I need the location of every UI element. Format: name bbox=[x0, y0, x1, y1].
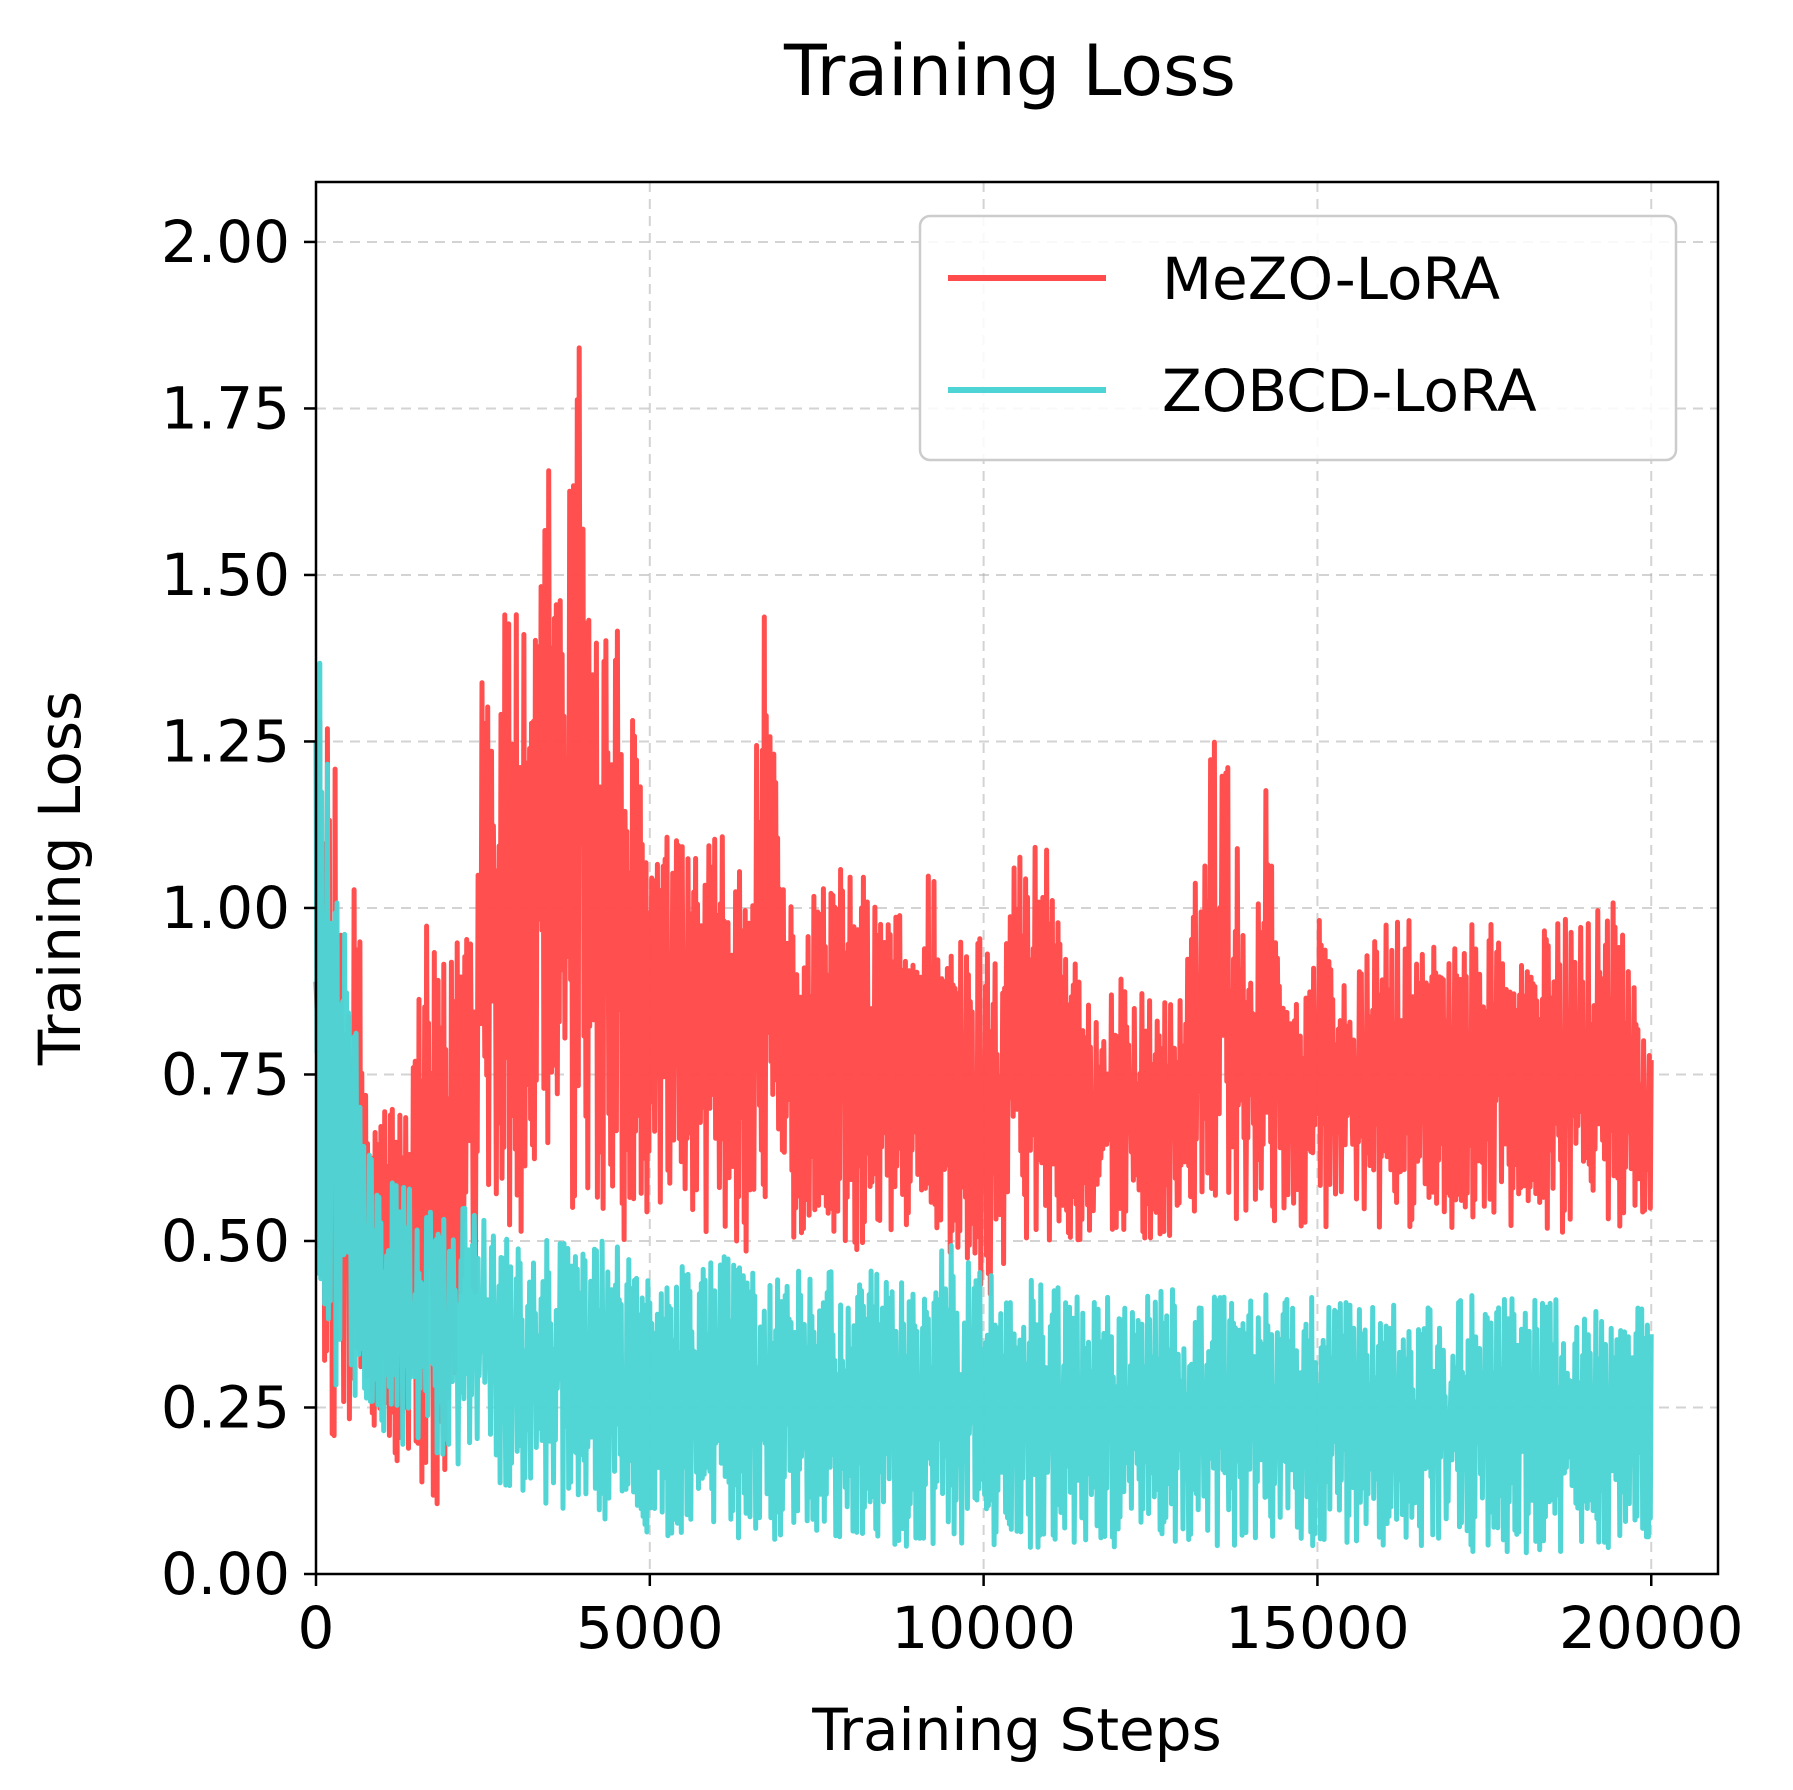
legend-box bbox=[918, 214, 1678, 462]
y-tick-label: 2.00 bbox=[161, 208, 290, 276]
y-tick-label: 0.50 bbox=[161, 1207, 290, 1275]
series-line-zobcd bbox=[313, 660, 1654, 1556]
y-tick-label: 0.75 bbox=[161, 1040, 290, 1108]
y-tick-label: 1.50 bbox=[161, 541, 290, 609]
y-tick-label: 1.75 bbox=[161, 374, 290, 442]
legend: MeZO-LoRA ZOBCD-LoRA bbox=[918, 214, 1678, 462]
x-tick-label: 15000 bbox=[1225, 1594, 1410, 1662]
legend-label-mezo: MeZO-LoRA bbox=[1162, 245, 1500, 313]
y-tick-label: 1.00 bbox=[161, 874, 290, 942]
y-tick-label: 1.25 bbox=[161, 707, 290, 775]
legend-label-zobcd: ZOBCD-LoRA bbox=[1162, 357, 1537, 425]
x-tick-label: 0 bbox=[298, 1594, 335, 1662]
y-axis-ticks: 0.00 0.25 0.50 0.75 1.00 1.25 1.50 1.75 2.00 bbox=[161, 208, 316, 1608]
y-tick-label: 0.25 bbox=[161, 1373, 290, 1441]
x-tick-label: 10000 bbox=[891, 1594, 1076, 1662]
y-axis-title: Training Loss bbox=[26, 691, 94, 1067]
chart-title: Training Loss bbox=[783, 30, 1236, 112]
x-axis-ticks: 0 5000 10000 15000 20000 bbox=[298, 1574, 1744, 1662]
x-tick-label: 20000 bbox=[1559, 1594, 1744, 1662]
x-axis-title: Training Steps bbox=[811, 1696, 1222, 1764]
series-layer bbox=[313, 345, 1654, 1556]
plot-frame bbox=[314, 180, 1720, 1576]
series-line-mezo bbox=[313, 345, 1654, 1507]
x-tick-label: 5000 bbox=[576, 1594, 724, 1662]
y-tick-label: 0.00 bbox=[161, 1540, 290, 1608]
